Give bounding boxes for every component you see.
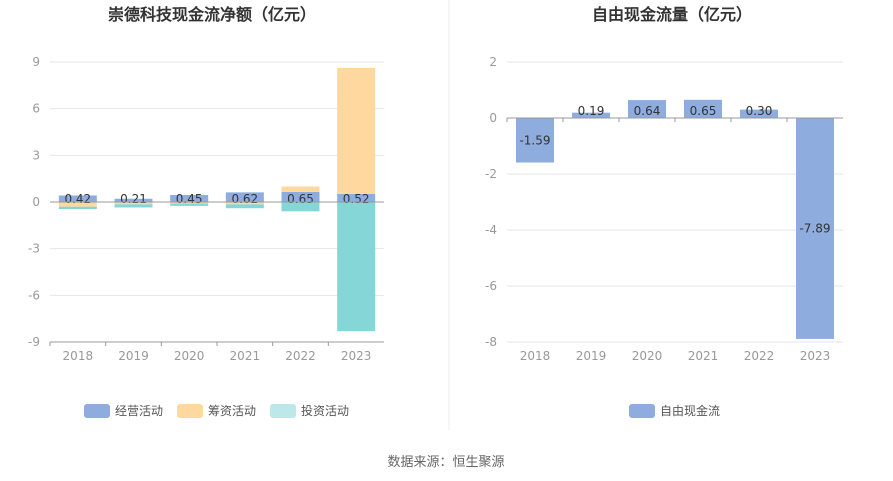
- right-y-tick-label: 0: [489, 111, 497, 125]
- right-data-label: -7.89: [799, 221, 830, 235]
- left-bar-筹资活动[interactable]: [170, 202, 209, 204]
- right-y-tick-label: -2: [485, 167, 497, 181]
- left-bar-投资活动[interactable]: [281, 202, 320, 212]
- right-data-label: -1.59: [519, 133, 550, 147]
- left-data-label: 0.52: [343, 192, 370, 206]
- right-x-tick-label: 2021: [688, 349, 719, 363]
- left-bar-筹资活动[interactable]: [114, 202, 153, 205]
- right-y-tick-label: -6: [485, 279, 497, 293]
- right-x-tick-label: 2019: [576, 349, 607, 363]
- left-y-tick-label: 9: [32, 55, 40, 69]
- left-bar-经营活动[interactable]: [281, 191, 320, 202]
- right-legend-swatch[interactable]: [629, 404, 655, 418]
- right-y-tick-label: -4: [485, 223, 497, 237]
- left-bar-投资活动[interactable]: [225, 204, 264, 209]
- left-legend-label[interactable]: 投资活动: [301, 403, 349, 418]
- left-data-label: 0.62: [231, 192, 258, 206]
- left-data-label: 0.45: [176, 192, 203, 206]
- right-bar[interactable]: [572, 112, 610, 118]
- right-x-tick-label: 2020: [632, 349, 663, 363]
- left-legend-label[interactable]: 经营活动: [115, 404, 163, 418]
- left-legend-swatch[interactable]: [177, 404, 203, 418]
- left-legend-swatch[interactable]: [270, 404, 296, 418]
- right-x-tick-label: 2018: [520, 349, 551, 363]
- right-bar[interactable]: [796, 118, 834, 339]
- left-y-tick-label: 3: [32, 148, 40, 162]
- left-x-tick-label: 2023: [341, 349, 372, 363]
- left-y-tick-label: 0: [32, 195, 40, 209]
- left-bar-筹资活动[interactable]: [281, 186, 320, 192]
- left-x-tick-label: 2018: [63, 349, 94, 363]
- right-chart: 2 0 -2 -4 -6 -8 -1.59 2018 0.19 2019 0.64 2020 0.65 2…: [485, 55, 843, 418]
- right-x-tick-label: 2023: [800, 349, 831, 363]
- left-chart-title: 崇德科技现金流净额（亿元）: [108, 5, 316, 24]
- right-chart-title: 自由现金流量（亿元）: [592, 5, 752, 24]
- left-bar-经营活动[interactable]: [170, 195, 209, 202]
- right-data-label: 0.30: [746, 104, 773, 118]
- right-bar[interactable]: [684, 99, 722, 118]
- left-bar-投资活动[interactable]: [114, 204, 153, 208]
- left-bar-筹资活动[interactable]: [337, 67, 376, 194]
- left-bar-筹资活动[interactable]: [225, 202, 264, 205]
- source-note: 数据来源：恒生聚源: [387, 455, 504, 470]
- left-data-label: 0.21: [120, 192, 147, 206]
- left-bar-经营活动[interactable]: [225, 192, 264, 202]
- left-bar-经营活动[interactable]: [114, 198, 153, 202]
- right-data-label: 0.65: [690, 104, 717, 118]
- left-y-tick-label: 6: [32, 102, 40, 116]
- left-y-tick-label: -3: [28, 242, 40, 256]
- left-data-label: 0.65: [287, 192, 314, 206]
- left-bar-投资活动[interactable]: [58, 206, 97, 209]
- right-bar[interactable]: [516, 118, 554, 163]
- left-bar-投资活动[interactable]: [170, 203, 209, 206]
- right-x-tick-label: 2022: [744, 349, 775, 363]
- right-bar[interactable]: [628, 100, 666, 118]
- left-bar-经营活动[interactable]: [58, 195, 97, 202]
- left-chart: 9 6 3 0 -3 -6 -9 0.42 2018 0.21 2019 0.45 2020 0.62 20…: [28, 55, 384, 418]
- right-data-label: 0.19: [578, 104, 605, 118]
- right-y-tick-label: -8: [485, 335, 497, 349]
- right-data-label: 0.64: [634, 104, 661, 118]
- left-y-tick-label: -9: [28, 335, 40, 349]
- left-legend-swatch[interactable]: [84, 404, 110, 418]
- left-x-tick-label: 2021: [230, 349, 261, 363]
- left-x-tick-label: 2022: [285, 349, 316, 363]
- left-x-tick-label: 2020: [174, 349, 205, 363]
- left-bar-投资活动[interactable]: [337, 202, 376, 332]
- right-legend-label[interactable]: 自由现金流: [660, 403, 720, 418]
- left-bar-筹资活动[interactable]: [58, 202, 97, 207]
- left-data-label: 0.42: [64, 192, 91, 206]
- left-x-tick-label: 2019: [118, 349, 149, 363]
- left-bar-经营活动[interactable]: [337, 193, 376, 202]
- right-bar[interactable]: [740, 109, 778, 118]
- left-y-tick-label: -6: [28, 288, 40, 302]
- right-y-tick-label: 2: [489, 55, 497, 69]
- left-legend-label[interactable]: 筹资活动: [208, 404, 256, 418]
